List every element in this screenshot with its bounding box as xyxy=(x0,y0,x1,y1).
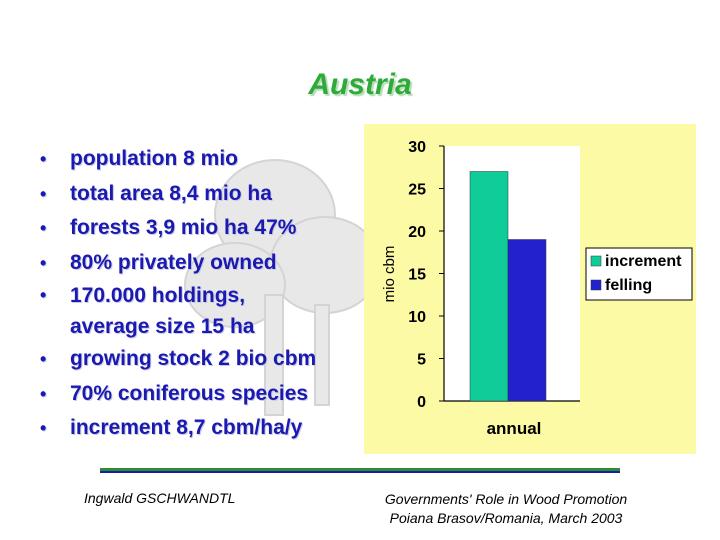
y-tick-label: 0 xyxy=(417,394,426,411)
footer-divider xyxy=(100,468,620,473)
bullet-list: population 8 mio total area 8,4 mio ha f… xyxy=(40,142,316,446)
bullet-holdings-line2: average size 15 ha xyxy=(70,315,255,338)
footer-event-line2: Poiana Brasov/Romania, March 2003 xyxy=(389,510,623,526)
y-tick-label: 15 xyxy=(408,267,426,284)
y-tick-label: 10 xyxy=(408,309,426,326)
footer-event-line1: Governments' Role in Wood Promotion xyxy=(384,491,628,507)
y-tick-label: 5 xyxy=(417,352,426,369)
y-tick-label: 20 xyxy=(408,224,426,241)
bullet-holdings: 170.000 holdings, average size 15 ha xyxy=(40,280,316,342)
bar-felling xyxy=(507,239,547,402)
bullet-growing-stock: growing stock 2 bio cbm xyxy=(40,342,316,377)
bullet-coniferous: 70% coniferous species xyxy=(40,377,316,412)
bullet-privately-owned: 80% privately owned xyxy=(40,246,316,281)
y-axis-title: mio cbm xyxy=(381,246,398,303)
bullet-forests: forests 3,9 mio ha 47% xyxy=(40,211,316,246)
bullet-holdings-line1: 170.000 holdings, xyxy=(70,284,246,307)
bar-increment xyxy=(469,171,509,402)
bullet-increment: increment 8,7 cbm/ha/y xyxy=(40,411,316,446)
y-tick-label: 25 xyxy=(408,182,426,199)
footer-event: Governments' Role in Wood Promotion Poia… xyxy=(356,490,656,528)
bar-chart: 0 5 10 15 20 25 30 mio cbm annual increment fellin… xyxy=(381,139,693,438)
legend-swatch-increment xyxy=(590,255,602,267)
legend-label-increment: increment xyxy=(605,253,682,270)
legend-label-felling: felling xyxy=(605,277,652,294)
bullet-total-area: total area 8,4 mio ha xyxy=(40,177,316,212)
legend-swatch-felling xyxy=(590,279,602,291)
footer-author: Ingwald GSCHWANDTL xyxy=(84,490,236,506)
slide-title: Austria xyxy=(308,68,412,101)
legend-box xyxy=(585,247,693,301)
chart-panel: 0 5 10 15 20 25 30 mio cbm annual increment fellin… xyxy=(364,124,696,454)
y-tick-label: 30 xyxy=(408,139,426,156)
bullet-population: population 8 mio xyxy=(40,142,316,177)
x-category-label: annual xyxy=(487,419,542,438)
